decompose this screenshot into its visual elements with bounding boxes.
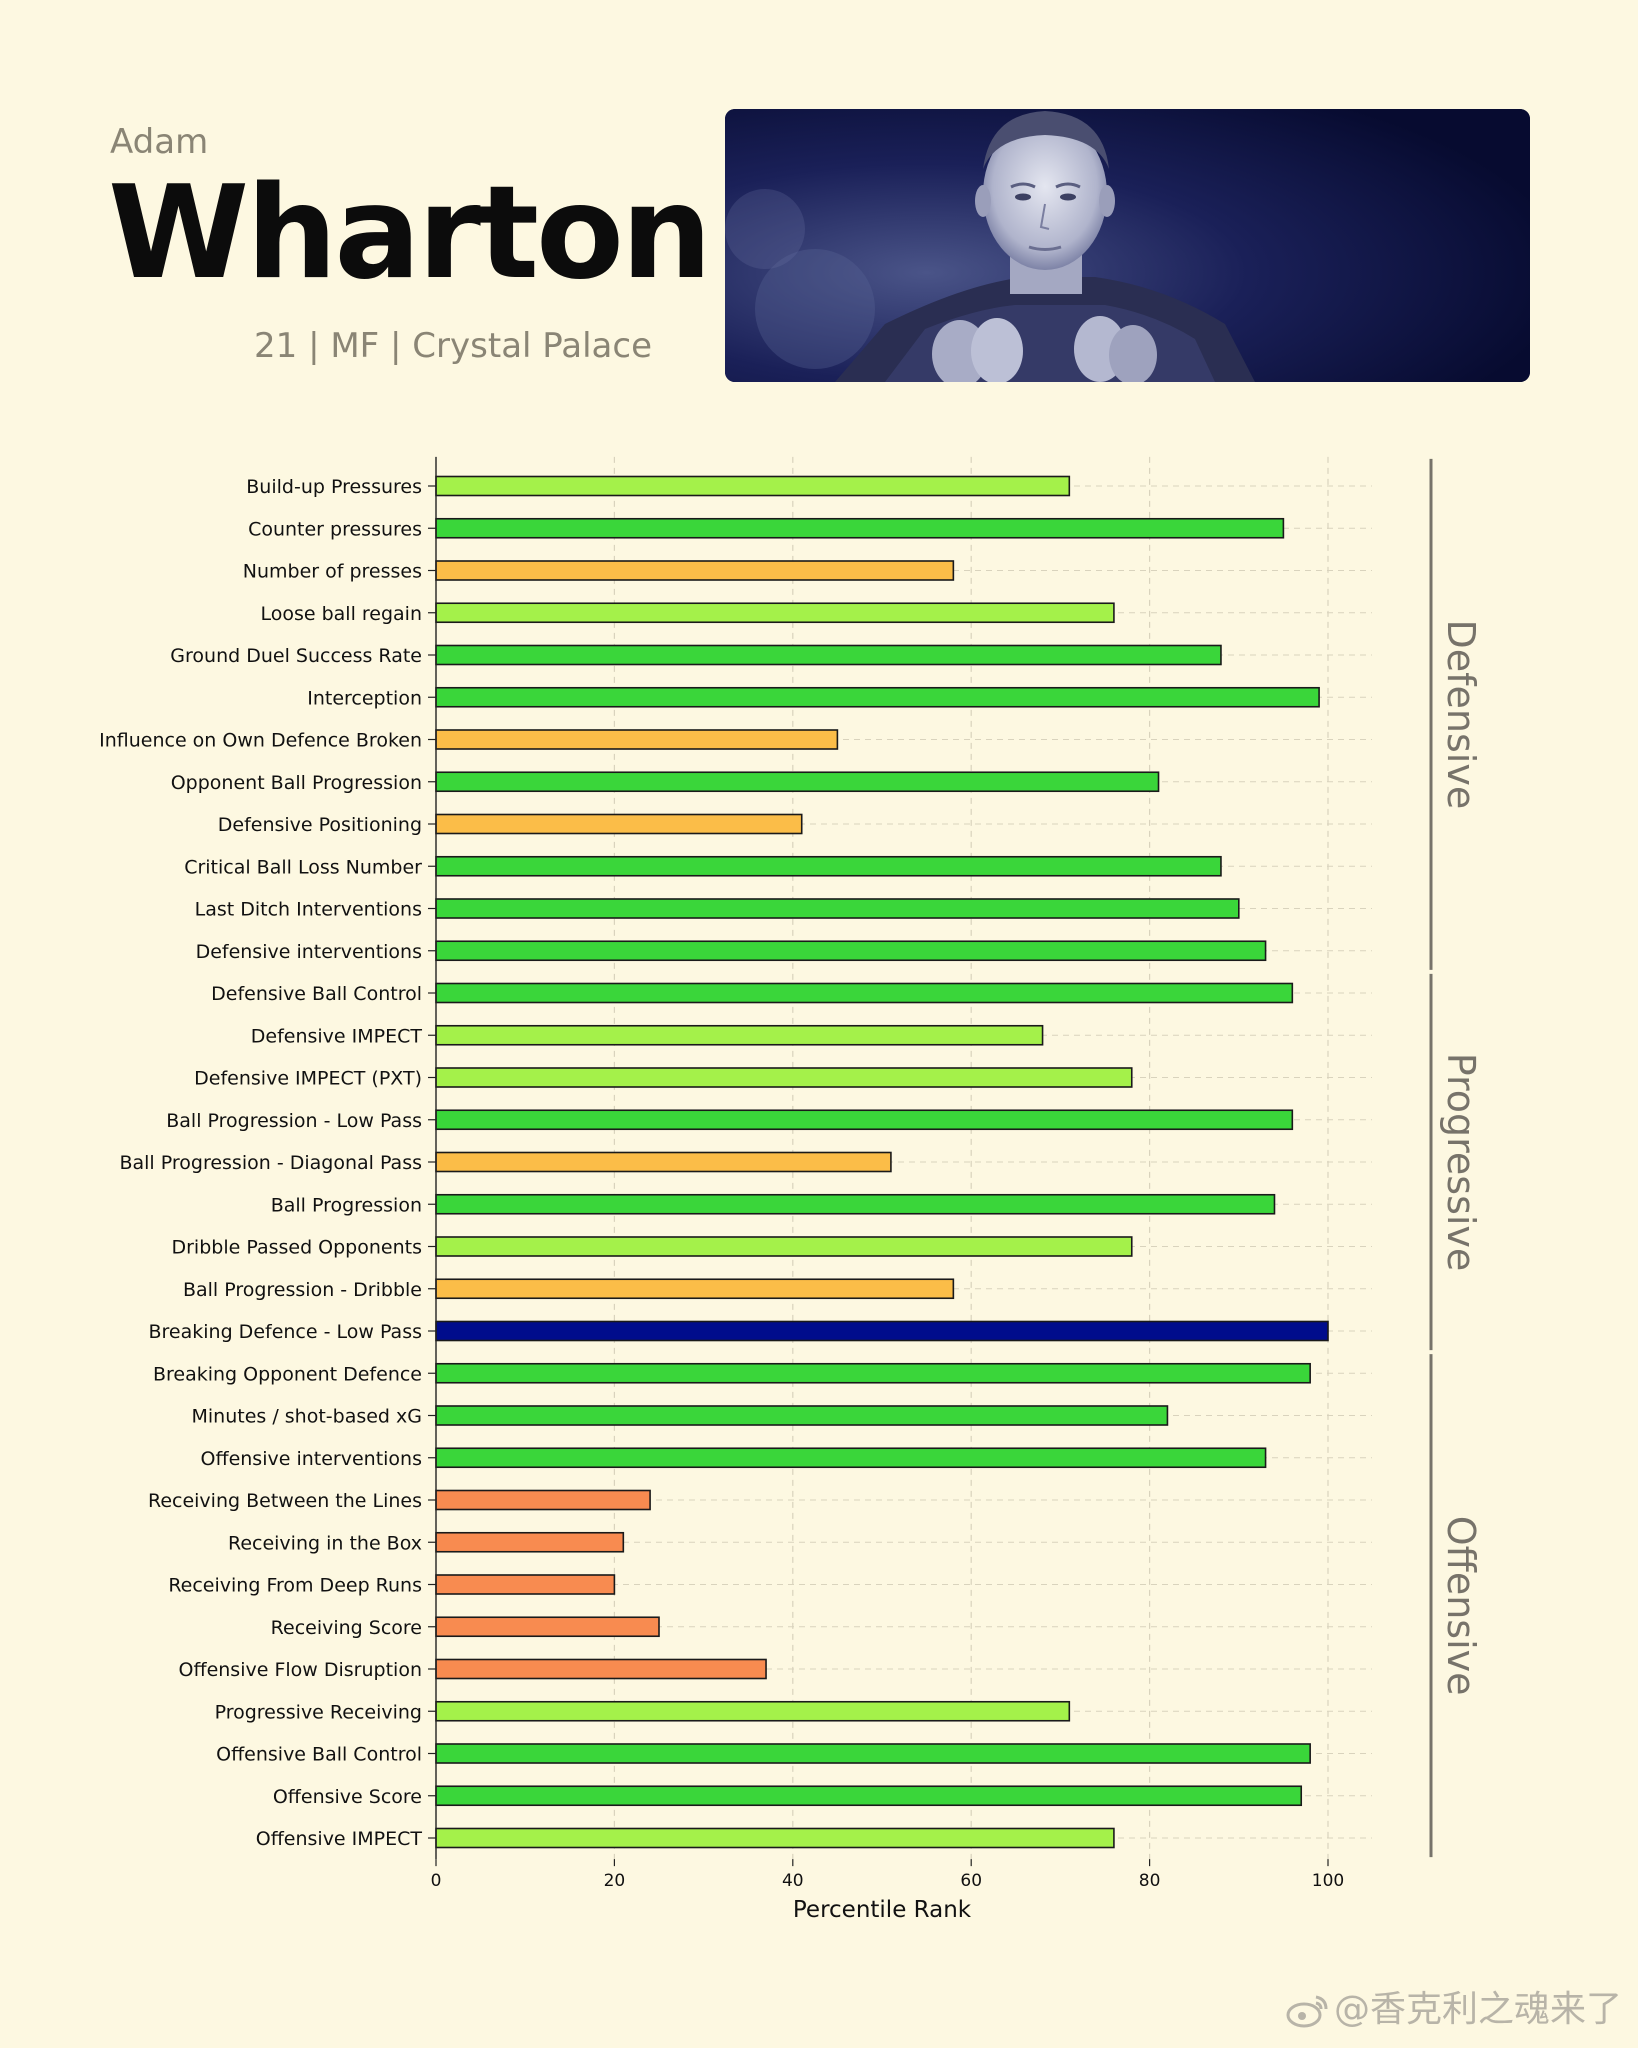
bar [435, 1236, 1133, 1257]
bar [435, 729, 839, 750]
bar [435, 560, 955, 581]
category-label: Offensive Flow Disruption [179, 1659, 422, 1681]
player-first-name: Adam [110, 122, 209, 162]
bar [435, 644, 1222, 666]
bar [435, 771, 1160, 793]
bar [435, 1785, 1303, 1807]
group-layer: Defensive Progressive Offensive [1429, 458, 1483, 1858]
x-axis: 0 20 40 60 80 100 Percentile Rank [431, 456, 1344, 1923]
x-tick-label: 80 [1139, 1871, 1161, 1891]
bar [435, 1024, 1044, 1046]
bar [435, 1109, 1294, 1131]
category-label: Offensive Ball Control [216, 1744, 422, 1766]
chart-svg: Build-up Pressures Counter pressures Numbe… [99, 456, 1483, 1923]
category-label: Defensive interventions [196, 941, 422, 963]
x-tick-label: 100 [1312, 1871, 1344, 1891]
bar [435, 1151, 892, 1173]
player-photo [725, 109, 1530, 382]
player-last-name: Wharton [108, 159, 712, 308]
bar [435, 940, 1267, 962]
percentile-chart: Build-up Pressures Counter pressures Numbe… [0, 420, 1638, 1980]
bar [435, 1700, 1071, 1722]
bar [435, 1574, 616, 1595]
bar [435, 1827, 1115, 1849]
category-label: Number of presses [243, 561, 422, 583]
category-label: Defensive Ball Control [211, 983, 422, 1005]
bar [435, 1489, 651, 1511]
category-label: Ball Progression - Dribble [183, 1279, 422, 1301]
category-label: Offensive interventions [201, 1448, 422, 1470]
category-label: Defensive Positioning [218, 814, 422, 836]
bar [435, 1278, 955, 1300]
category-label: Offensive IMPECT [256, 1828, 423, 1850]
x-axis-title: Percentile Rank [793, 1897, 972, 1923]
group-label: Defensive [1439, 620, 1483, 810]
category-label: Ball Progression - Low Pass [166, 1110, 422, 1132]
category-label: Receiving in the Box [228, 1532, 422, 1554]
category-label: Ball Progression - Diagonal Pass [119, 1152, 422, 1174]
bar [435, 517, 1285, 539]
weibo-logo-icon [1286, 1995, 1328, 2028]
category-label: Progressive Receiving [215, 1701, 422, 1723]
category-label: Breaking Opponent Defence [153, 1363, 422, 1385]
category-label: Opponent Ball Progression [171, 772, 422, 794]
bar [435, 1447, 1267, 1469]
category-label: Receiving Score [271, 1617, 422, 1639]
category-label: Receiving Between the Lines [148, 1490, 422, 1512]
category-label: Dribble Passed Opponents [171, 1237, 422, 1259]
x-tick-label: 20 [604, 1871, 626, 1891]
watermark: @香克利之魂来了 [1286, 1980, 1622, 2032]
bar [435, 1743, 1311, 1764]
category-label: Receiving From Deep Runs [168, 1575, 422, 1597]
group-label: Offensive [1439, 1516, 1483, 1696]
bar [435, 855, 1222, 877]
category-label: Ground Duel Success Rate [170, 645, 422, 667]
category-label: Critical Ball Loss Number [184, 856, 422, 878]
bar-layer [435, 475, 1329, 1849]
bar [435, 1531, 625, 1553]
category-label: Defensive IMPECT (PXT) [194, 1068, 422, 1090]
x-tick-label: 40 [782, 1871, 804, 1891]
category-label: Build-up Pressures [246, 476, 422, 498]
bar [435, 1362, 1311, 1384]
category-label: Ball Progression [271, 1194, 422, 1216]
bar [435, 1405, 1169, 1426]
category-label: Last Ditch Interventions [195, 899, 422, 921]
bar [435, 1616, 660, 1638]
player-meta: 21 | MF | Crystal Palace [254, 326, 652, 366]
category-label: Breaking Defence - Low Pass [149, 1321, 423, 1343]
bar [435, 602, 1115, 624]
bar [435, 1067, 1133, 1088]
group-label: Progressive [1439, 1053, 1483, 1272]
bar [435, 898, 1240, 919]
bar [435, 1658, 767, 1680]
bar [435, 686, 1320, 708]
header: Adam Wharton 21 | MF | Crystal Palace [0, 0, 1638, 420]
bar [435, 982, 1294, 1004]
label-layer: Build-up Pressures Counter pressures Numbe… [99, 476, 436, 1850]
bar [435, 1193, 1276, 1215]
category-label: Counter pressures [248, 518, 422, 540]
bar [435, 813, 803, 835]
category-label: Loose ball regain [260, 603, 422, 625]
category-label: Minutes / shot-based xG [191, 1406, 422, 1428]
bar [435, 1320, 1329, 1342]
category-label: Offensive Score [273, 1786, 422, 1808]
category-label: Influence on Own Defence Broken [99, 730, 422, 752]
bar [435, 475, 1071, 497]
x-tick-label: 0 [431, 1871, 442, 1891]
x-tick-label: 60 [960, 1871, 982, 1891]
watermark-text: @香克利之魂来了 [1333, 1989, 1622, 2030]
player-photo-image [725, 109, 1530, 382]
category-label: Interception [307, 687, 422, 709]
category-label: Defensive IMPECT [251, 1025, 423, 1047]
